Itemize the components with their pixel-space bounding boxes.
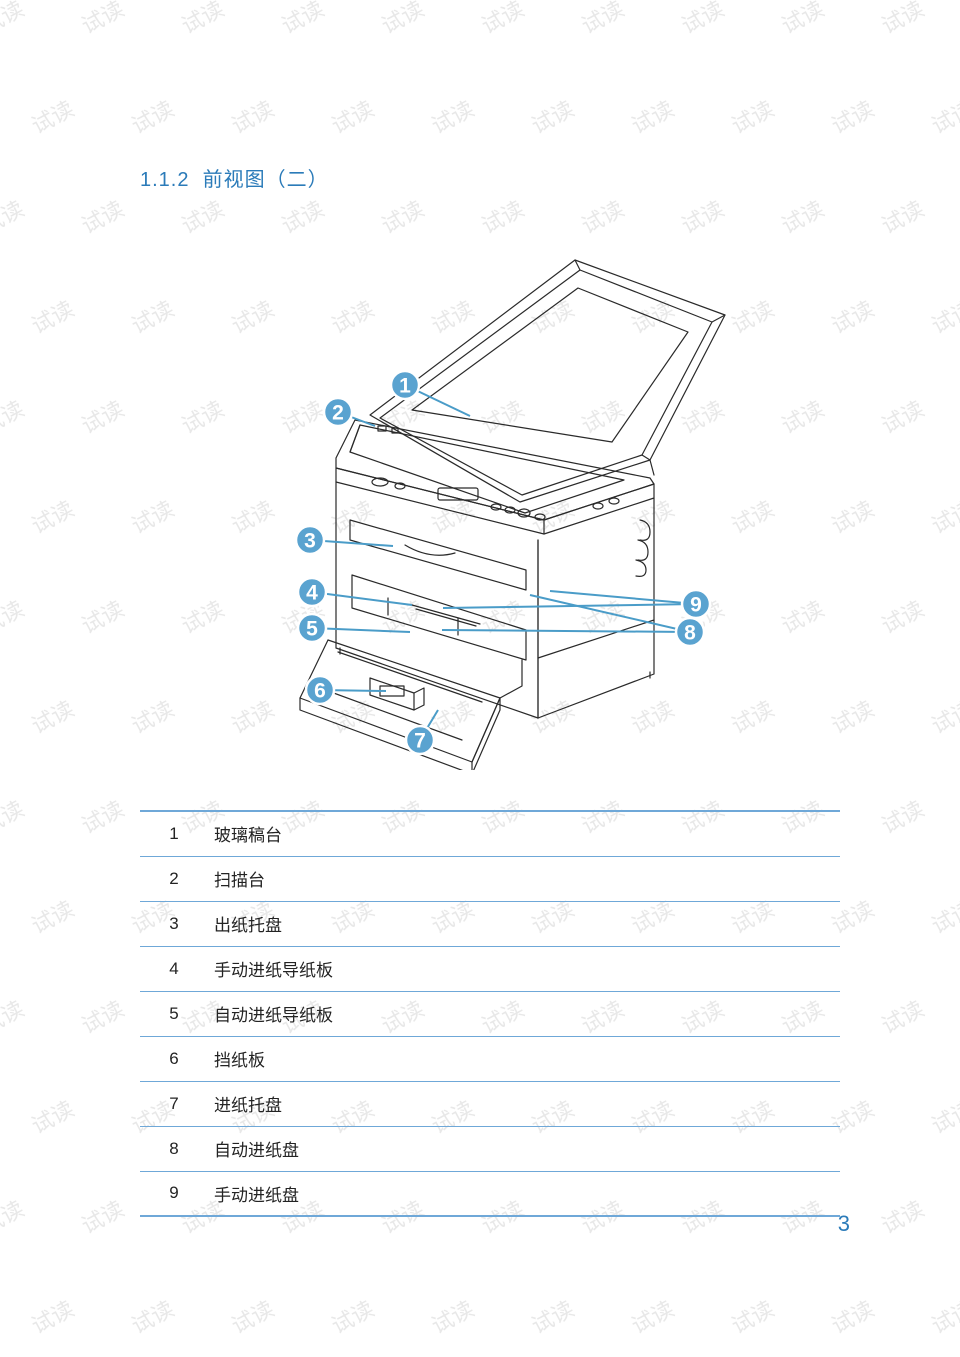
table-row: 4手动进纸导纸板 <box>140 946 840 991</box>
callout-line <box>550 591 696 604</box>
table-row: 3出纸托盘 <box>140 901 840 946</box>
heading-number: 1.1.2 <box>140 169 189 191</box>
table-row: 8自动进纸盘 <box>140 1126 840 1171</box>
callout-badge-number: 8 <box>684 622 696 645</box>
part-number: 3 <box>140 901 208 946</box>
watermark-text: 试读 <box>525 1292 579 1341</box>
part-number: 1 <box>140 811 208 856</box>
watermark-text: 试读 <box>225 1292 279 1341</box>
table-row: 1玻璃稿台 <box>140 811 840 856</box>
callout-badge-number: 7 <box>414 730 426 753</box>
part-number: 4 <box>140 946 208 991</box>
part-label: 出纸托盘 <box>208 901 840 946</box>
printer-svg: 1 2 3 4 5 6 7 8 9 <box>180 220 800 770</box>
part-number: 5 <box>140 991 208 1036</box>
part-label: 进纸托盘 <box>208 1081 840 1126</box>
callout-badge-number: 2 <box>332 402 344 425</box>
part-label: 手动进纸盘 <box>208 1171 840 1216</box>
part-number: 9 <box>140 1171 208 1216</box>
watermark-text: 试读 <box>425 1292 479 1341</box>
parts-table: 1玻璃稿台2扫描台3出纸托盘4手动进纸导纸板5自动进纸导纸板6挡纸板7进纸托盘8… <box>140 810 840 1217</box>
callout-badge-number: 1 <box>399 375 411 398</box>
callout-badge-number: 5 <box>306 618 318 641</box>
watermark-text: 试读 <box>125 1292 179 1341</box>
part-number: 2 <box>140 856 208 901</box>
watermark-text: 试读 <box>825 1292 879 1341</box>
watermark-text: 试读 <box>625 1292 679 1341</box>
callout-badge-number: 6 <box>314 680 326 703</box>
watermark-text: 试读 <box>925 1292 960 1341</box>
printer-outline <box>300 260 725 770</box>
part-label: 自动进纸导纸板 <box>208 991 840 1036</box>
table-row: 7进纸托盘 <box>140 1081 840 1126</box>
part-label: 手动进纸导纸板 <box>208 946 840 991</box>
table-row: 6挡纸板 <box>140 1036 840 1081</box>
watermark-text: 试读 <box>325 1292 379 1341</box>
part-label: 扫描台 <box>208 856 840 901</box>
part-number: 7 <box>140 1081 208 1126</box>
heading-title: 前视图（二） <box>203 169 329 191</box>
section-heading: 1.1.2 前视图（二） <box>140 163 840 192</box>
page-content: 1.1.2 前视图（二） <box>0 0 960 1217</box>
watermark-text: 试读 <box>725 1292 779 1341</box>
callout-badge-number: 4 <box>306 582 318 605</box>
part-number: 8 <box>140 1126 208 1171</box>
callout-line <box>442 630 690 632</box>
callout-badge-number: 9 <box>690 594 702 617</box>
table-row: 2扫描台 <box>140 856 840 901</box>
part-label: 自动进纸盘 <box>208 1126 840 1171</box>
table-row: 5自动进纸导纸板 <box>140 991 840 1036</box>
callout-badge-number: 3 <box>304 530 316 553</box>
part-number: 6 <box>140 1036 208 1081</box>
part-label: 挡纸板 <box>208 1036 840 1081</box>
printer-diagram: 1 2 3 4 5 6 7 8 9 <box>140 220 840 770</box>
table-row: 9手动进纸盘 <box>140 1171 840 1216</box>
watermark-text: 试读 <box>25 1292 79 1341</box>
part-label: 玻璃稿台 <box>208 811 840 856</box>
